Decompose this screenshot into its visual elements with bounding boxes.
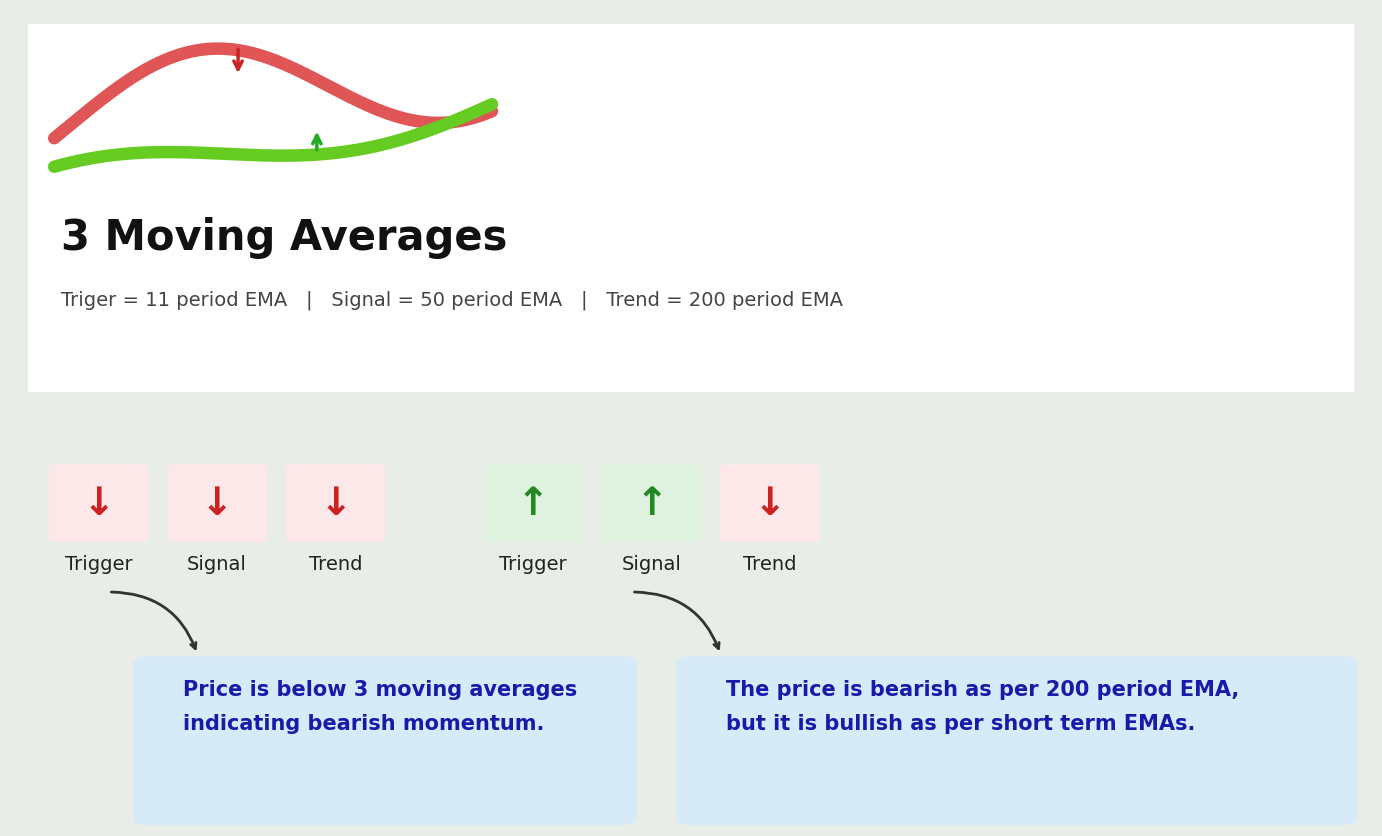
Text: ↓: ↓ [83, 485, 115, 522]
Text: Signal: Signal [622, 554, 681, 573]
Text: Trend: Trend [744, 554, 796, 573]
Text: Price is below 3 moving averages
indicating bearish momentum.: Price is below 3 moving averages indicat… [182, 679, 576, 733]
Text: Signal: Signal [187, 554, 247, 573]
FancyBboxPatch shape [133, 656, 637, 825]
FancyBboxPatch shape [484, 465, 583, 543]
FancyBboxPatch shape [720, 465, 820, 543]
Text: Trend: Trend [310, 554, 362, 573]
Text: Triger = 11 period EMA   |   Signal = 50 period EMA   |   Trend = 200 period EMA: Triger = 11 period EMA | Signal = 50 per… [61, 290, 843, 309]
Text: The price is bearish as per 200 period EMA,
but it is bullish as per short term : The price is bearish as per 200 period E… [726, 679, 1238, 733]
Text: ↓: ↓ [753, 485, 786, 522]
Text: ↑: ↑ [517, 485, 550, 522]
FancyBboxPatch shape [167, 465, 267, 543]
FancyBboxPatch shape [8, 19, 1374, 399]
FancyBboxPatch shape [48, 465, 148, 543]
FancyBboxPatch shape [286, 465, 386, 543]
FancyBboxPatch shape [601, 465, 701, 543]
Text: Trigger: Trigger [499, 554, 567, 573]
Text: ↑: ↑ [636, 485, 668, 522]
Text: ↓: ↓ [319, 485, 352, 522]
Text: Trigger: Trigger [65, 554, 133, 573]
Text: 3 Moving Averages: 3 Moving Averages [61, 217, 507, 258]
FancyBboxPatch shape [676, 656, 1357, 825]
Text: ↓: ↓ [200, 485, 234, 522]
